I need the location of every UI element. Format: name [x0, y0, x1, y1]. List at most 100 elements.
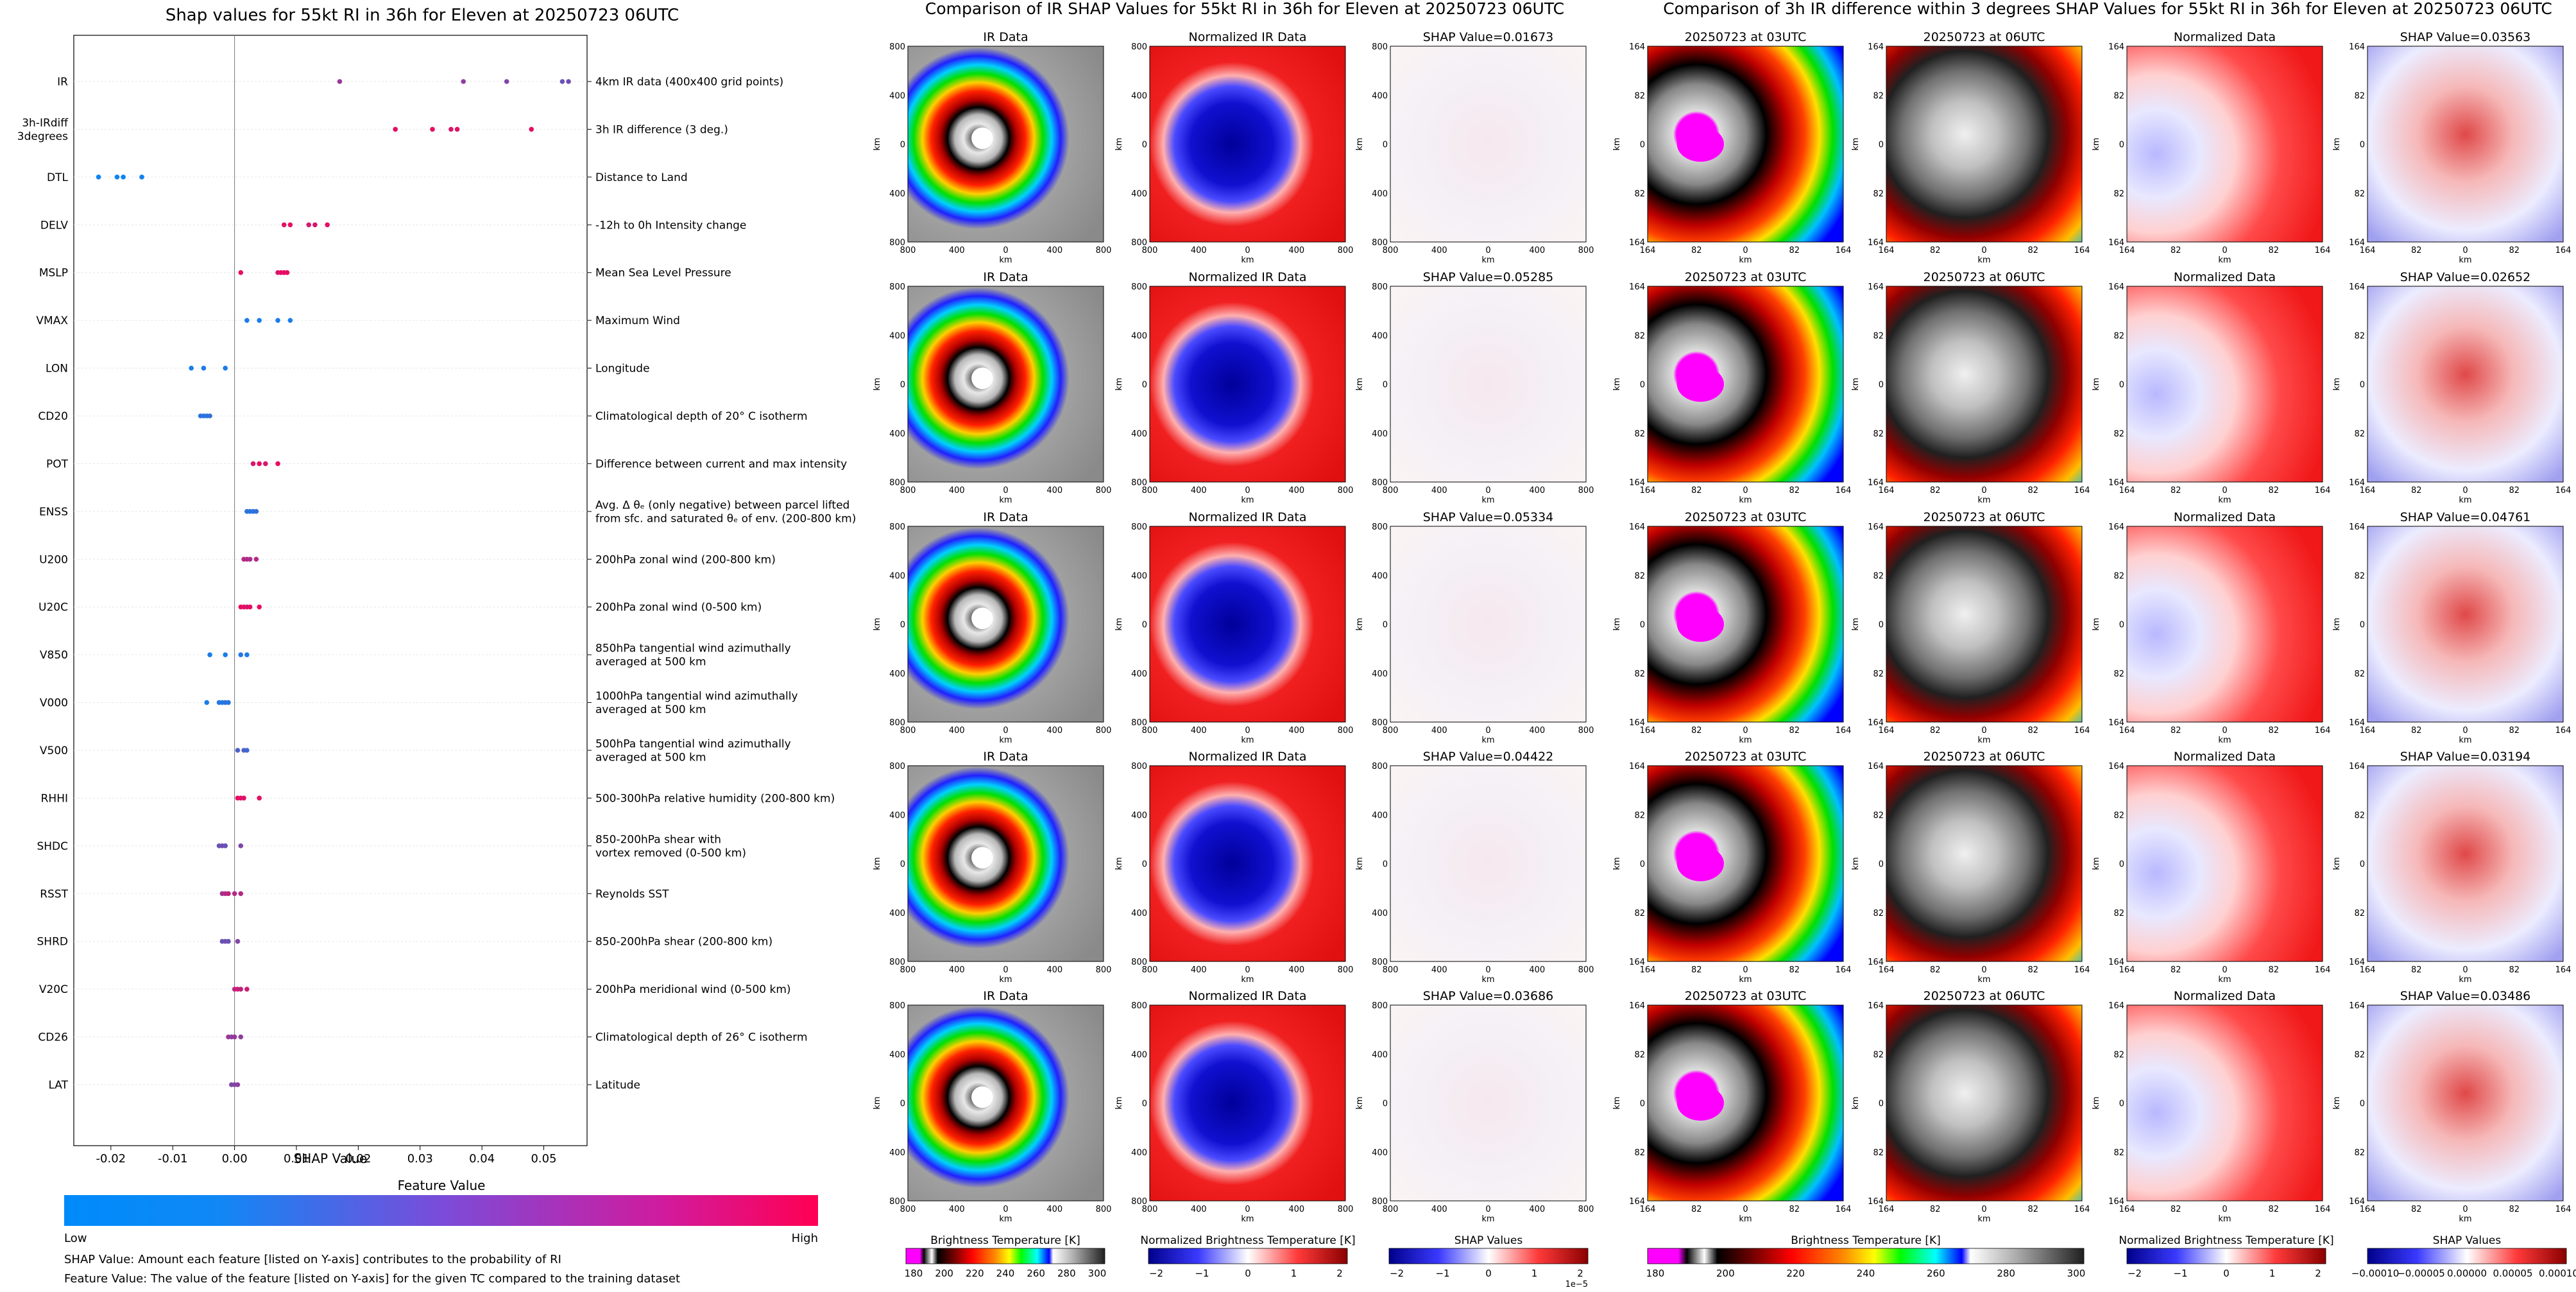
panel-title: Normalized Data	[2174, 989, 2276, 1003]
x-tick-label: 82	[1930, 965, 1941, 975]
y-tick-label: 400	[1372, 331, 1388, 341]
x-tick-label: 164	[1640, 1205, 1656, 1214]
image-panel: Normalized IR Data8008004004000040040080…	[1114, 510, 1353, 745]
panel-image	[1648, 526, 1843, 722]
panel-frame	[1390, 46, 1587, 243]
y-tick-label: 0	[900, 381, 905, 390]
y-axis-label: km	[1355, 137, 1365, 150]
x-tick-label: 82	[1789, 726, 1800, 736]
x-tick-label: 400	[1431, 726, 1447, 736]
shap-point	[223, 843, 228, 848]
feature-name-label: RSST	[40, 888, 68, 900]
y-tick-label: 400	[1372, 811, 1388, 820]
y-tick-label: 82	[2354, 429, 2365, 439]
x-tick-label: 164	[2074, 965, 2090, 975]
panel-frame	[1390, 765, 1587, 962]
x-tick-label: 800	[1096, 486, 1112, 495]
x-tick-label: 164	[1879, 965, 1895, 975]
y-tick-label: 82	[1634, 429, 1645, 439]
x-tick-label: 164	[2555, 246, 2572, 255]
x-tick-label: 82	[2509, 965, 2520, 975]
y-axis-label: km	[873, 1096, 882, 1109]
shap-point	[238, 986, 244, 992]
x-tick-label: 82	[1789, 246, 1800, 255]
y-tick-label: 0	[900, 1099, 905, 1109]
feature-description-label: Latitude	[595, 1079, 640, 1092]
x-tick-label: -0.01	[158, 1152, 188, 1166]
image-panel: SHAP Value=0.053348008004004000040040080…	[1355, 510, 1594, 745]
shap-point	[238, 843, 244, 848]
shap-point	[461, 79, 466, 84]
shap-point	[244, 318, 250, 323]
y-tick-label: 400	[1372, 571, 1388, 581]
x-tick-label: 0	[2462, 486, 2468, 495]
y-tick-label: 800	[1372, 42, 1388, 52]
panel-image	[908, 286, 1104, 482]
panel-frame	[1647, 526, 1844, 723]
panel-image	[908, 766, 1104, 961]
y-tick-label: 800	[1131, 718, 1147, 728]
panel-image	[908, 1005, 1104, 1201]
colorbar-label: Normalized Brightness Temperature [K]	[1140, 1234, 1355, 1247]
x-tick-label: 0	[1485, 965, 1490, 975]
shap-point	[232, 891, 237, 897]
feature-description-label: vortex removed (0-500 km)	[595, 847, 746, 859]
y-tick-label: 164	[1629, 958, 1645, 967]
y-tick-label: 800	[889, 238, 905, 248]
colorbar-tick-label: 200	[935, 1268, 953, 1279]
y-tick-label: 82	[1634, 91, 1645, 101]
y-tick-label: 164	[2349, 42, 2365, 52]
y-tick-label: 0	[900, 141, 905, 150]
x-axis-label: km	[1977, 736, 1990, 745]
x-tick-label: 164	[2074, 726, 2090, 736]
y-tick-label: 0	[2360, 860, 2365, 870]
panel-title: SHAP Value=0.03563	[2400, 30, 2531, 44]
image-panel: SHAP Value=0.035631641648282008282164164…	[2332, 30, 2571, 265]
shap-point	[257, 461, 262, 467]
x-tick-label: 0	[1981, 246, 1986, 255]
x-tick-label: 0	[2462, 965, 2468, 975]
colorbar-tick-label: 220	[1786, 1268, 1805, 1279]
x-tick-label: 800	[1142, 1205, 1158, 1214]
y-tick-label: 800	[1131, 282, 1147, 292]
y-tick-label: 0	[1879, 381, 1884, 390]
panel-frame	[2126, 526, 2323, 723]
image-panel: Normalized Data1641648282008282164164kmk…	[2092, 510, 2330, 745]
shap-point	[226, 938, 231, 944]
image-panel: 20250723 at 03UTC1641648282008282164164k…	[1612, 750, 1851, 985]
x-tick-label: 82	[2027, 965, 2038, 975]
y-tick-label: 400	[1131, 91, 1147, 101]
y-axis-label: km	[1114, 137, 1124, 150]
x-tick-label: 164	[1836, 965, 1852, 975]
x-tick-label: 82	[2268, 965, 2279, 975]
x-tick-label: 400	[1529, 1205, 1545, 1214]
x-tick-label: 82	[2268, 246, 2279, 255]
x-tick-label: 800	[1383, 965, 1399, 975]
panel-image	[2367, 1005, 2563, 1201]
y-tick-label: 800	[1372, 958, 1388, 967]
x-tick-label: 800	[1142, 965, 1158, 975]
y-tick-label: 164	[1868, 238, 1884, 248]
y-tick-label: 0	[1879, 1099, 1884, 1109]
x-tick-label: 400	[1288, 246, 1304, 255]
panel-title: SHAP Value=0.03686	[1423, 989, 1554, 1003]
storm-eye	[971, 367, 993, 390]
y-tick-label: 82	[1873, 909, 1884, 918]
panel-image	[2367, 46, 2563, 242]
panel-image	[2127, 46, 2323, 242]
shap-point	[287, 318, 293, 323]
x-tick-label: 400	[1191, 965, 1207, 975]
x-tick-label: 800	[1142, 726, 1158, 736]
y-tick-label: 800	[889, 1001, 905, 1011]
shap-point	[284, 270, 290, 275]
shap-point	[238, 1034, 244, 1040]
y-tick-label: 164	[2349, 762, 2365, 771]
x-tick-label: 800	[1338, 1205, 1354, 1214]
x-tick-label: 82	[2411, 965, 2422, 975]
y-tick-label: 164	[2349, 1001, 2365, 1011]
feature-name-label: V850	[40, 649, 68, 662]
y-tick-label: 82	[2354, 1050, 2365, 1060]
y-tick-label: 400	[889, 1050, 905, 1060]
